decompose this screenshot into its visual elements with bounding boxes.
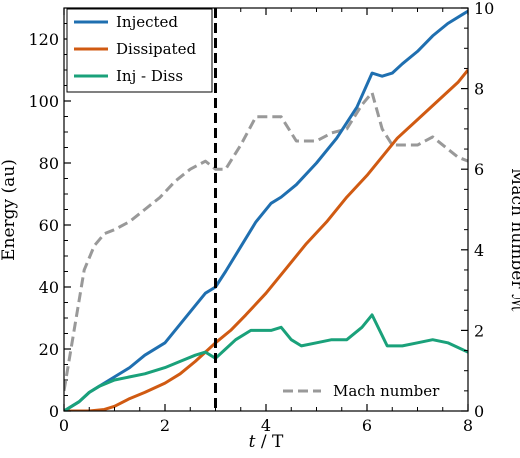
legend-label: Dissipated xyxy=(116,40,196,58)
series-line-mach-number xyxy=(64,91,468,392)
x-tick-label: 8 xyxy=(463,416,473,435)
y2-tick-label: 6 xyxy=(474,160,484,179)
series-line-inj-diss xyxy=(64,313,468,411)
legend-label: Inj - Diss xyxy=(116,67,183,85)
legend-label: Injected xyxy=(116,13,178,31)
x-tick-label: 4 xyxy=(261,416,271,435)
y-tick-label: 0 xyxy=(49,402,59,421)
x-axis-title: t / T xyxy=(249,432,284,452)
y-tick-label: 100 xyxy=(28,92,59,111)
series-line-dissipated xyxy=(64,69,468,411)
y2-tick-label: 8 xyxy=(474,80,484,99)
legend-main: Injected Dissipated Inj - Diss xyxy=(66,8,213,93)
x-tick-label: 0 xyxy=(59,416,69,435)
y-axis-title: Energy (au) xyxy=(0,159,19,261)
y-tick-label: 60 xyxy=(39,216,59,235)
y-tick-label: 120 xyxy=(28,30,59,49)
y-tick-label: 20 xyxy=(39,340,59,359)
x-tick-label: 2 xyxy=(160,416,170,435)
y-tick-label: 80 xyxy=(39,154,59,173)
y2-tick-label: 2 xyxy=(474,321,484,340)
x-tick-label: 6 xyxy=(362,416,372,435)
series-layer xyxy=(64,9,468,411)
y2-axis-title: Mach number ℳ xyxy=(507,168,520,312)
y2-tick-label: 0 xyxy=(474,402,484,421)
y-tick-label: 40 xyxy=(39,278,59,297)
legend-label-mach: Mach number xyxy=(333,382,440,400)
ticks-layer xyxy=(63,7,469,412)
y2-tick-label: 10 xyxy=(474,0,494,18)
series-line-injected xyxy=(64,9,468,411)
legend-mach: Mach number xyxy=(283,382,440,400)
y2-tick-label: 4 xyxy=(474,241,484,260)
